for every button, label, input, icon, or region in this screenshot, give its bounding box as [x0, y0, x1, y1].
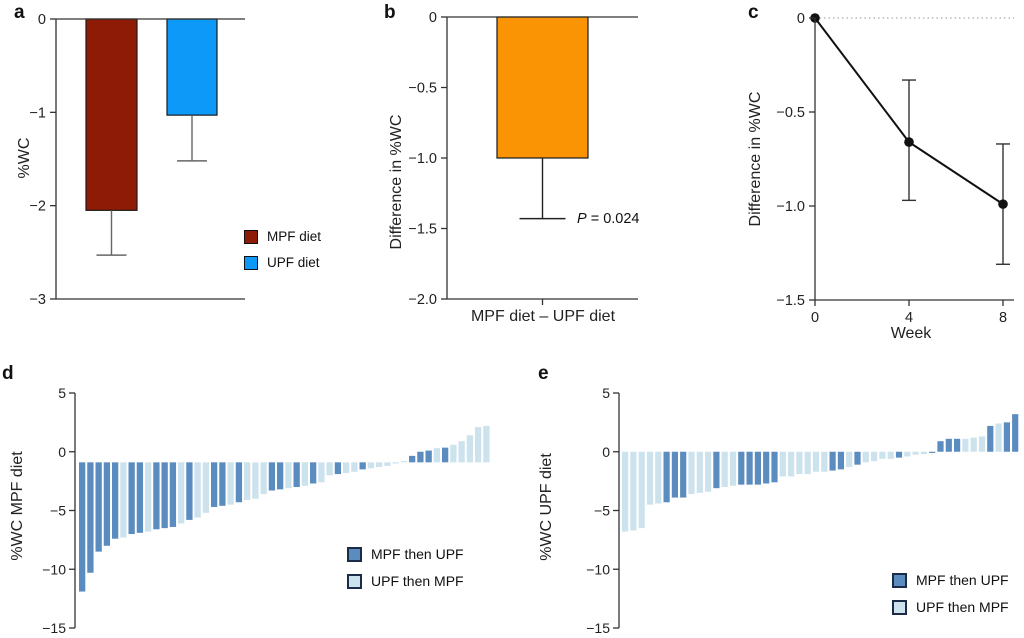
legend-item-upf-then-mpf: UPF then MPF — [347, 573, 464, 589]
legend-panel-d: MPF then UPF UPF then MPF — [347, 546, 464, 589]
svg-text:−0.5: −0.5 — [776, 105, 805, 121]
p-value-text: = 0.024 — [586, 211, 640, 227]
svg-text:−15: −15 — [42, 620, 66, 636]
x-axis-label-b: MPF diet – UPF diet — [470, 308, 616, 325]
svg-text:−0.5: −0.5 — [408, 81, 437, 97]
panel-letter-e: e — [538, 363, 549, 384]
svg-text:0: 0 — [811, 310, 819, 326]
svg-text:−1.0: −1.0 — [408, 151, 437, 167]
svg-text:−5: −5 — [594, 503, 610, 519]
svg-text:−2.0: −2.0 — [408, 292, 437, 308]
mpf-then-upf-label: MPF then UPF — [916, 572, 1009, 588]
mpf-diet-label: MPF diet — [267, 229, 322, 244]
upf-then-mpf-label: UPF then MPF — [371, 573, 464, 589]
legend-item-mpf-diet: MPF diet — [244, 229, 321, 244]
svg-text:0: 0 — [38, 12, 46, 28]
svg-text:−10: −10 — [586, 561, 610, 577]
legend-item-upf-then-mpf: UPF then MPF — [892, 599, 1009, 615]
mpf-diet-swatch — [244, 229, 258, 244]
svg-text:−10: −10 — [42, 561, 66, 577]
upf-then-mpf-swatch — [892, 599, 907, 615]
svg-text:0: 0 — [797, 11, 805, 27]
mpf-then-upf-swatch — [892, 572, 907, 588]
x-axis-label-c: Week — [890, 325, 932, 342]
mpf-then-upf-label: MPF then UPF — [371, 546, 464, 562]
svg-text:5: 5 — [58, 385, 66, 401]
svg-text:−5: −5 — [50, 503, 66, 519]
svg-text:−3: −3 — [29, 292, 46, 308]
upf-then-mpf-label: UPF then MPF — [916, 599, 1009, 615]
p-value-annotation: P = 0.024 — [577, 211, 639, 227]
svg-text:−15: −15 — [586, 620, 610, 636]
svg-text:−2: −2 — [29, 199, 46, 215]
y-axis-label-a: %WC — [16, 137, 33, 179]
legend-panel-e: MPF then UPF UPF then MPF — [892, 572, 1009, 615]
svg-text:−1.5: −1.5 — [776, 293, 805, 309]
y-axis-label-c: Difference in %WC — [747, 91, 764, 227]
upf-diet-label: UPF diet — [267, 255, 320, 270]
panel-letter-d: d — [2, 363, 14, 384]
svg-text:4: 4 — [905, 310, 913, 326]
legend-item-mpf-then-upf: MPF then UPF — [347, 546, 464, 562]
svg-text:0: 0 — [58, 444, 66, 460]
panel-letter-b: b — [384, 2, 396, 23]
panel-letter-a: a — [14, 2, 25, 23]
y-axis-label-e: %WC UPF diet — [538, 453, 555, 561]
y-axis-label-b: Difference in %WC — [388, 114, 405, 250]
y-axis-label-d: %WC MPF diet — [9, 451, 26, 561]
svg-text:5: 5 — [602, 385, 610, 401]
svg-text:0: 0 — [429, 10, 437, 26]
svg-text:−1.5: −1.5 — [408, 222, 437, 238]
upf-then-mpf-swatch — [347, 573, 362, 589]
upf-diet-swatch — [244, 255, 258, 270]
svg-text:0: 0 — [602, 444, 610, 460]
mpf-then-upf-swatch — [347, 546, 362, 562]
legend-item-upf-diet: UPF diet — [244, 255, 321, 270]
legend-item-mpf-then-upf: MPF then UPF — [892, 572, 1009, 588]
panel-letter-c: c — [748, 2, 759, 23]
p-symbol: P — [577, 211, 587, 227]
svg-text:−1: −1 — [29, 105, 46, 121]
legend-panel-a: MPF diet UPF diet — [244, 229, 321, 270]
svg-text:−1.0: −1.0 — [776, 199, 805, 215]
svg-text:8: 8 — [999, 310, 1007, 326]
